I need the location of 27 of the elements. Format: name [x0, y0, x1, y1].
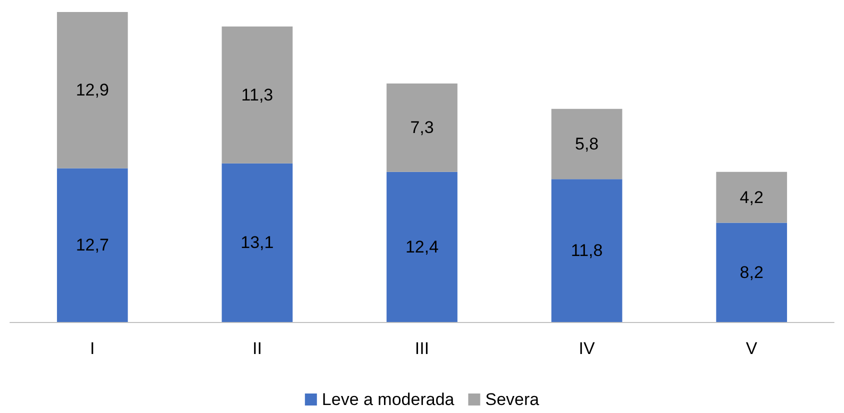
x-tick-label: IV — [578, 339, 596, 358]
bar — [56, 12, 128, 168]
x-tick-label: V — [746, 339, 758, 358]
bar — [386, 172, 458, 322]
data-label: 4,2 — [740, 188, 764, 207]
data-label: 12,7 — [76, 236, 109, 255]
data-label: 12,4 — [405, 237, 439, 256]
legend-label: Severa — [485, 390, 540, 409]
x-tick-label: II — [252, 339, 262, 358]
bar — [56, 168, 128, 322]
data-label: 12,9 — [76, 80, 109, 100]
bar — [386, 83, 458, 172]
bar — [222, 163, 293, 322]
bar — [551, 179, 622, 322]
bar — [716, 172, 788, 223]
bar — [222, 26, 293, 164]
legend-label: Leve a moderada — [322, 390, 455, 409]
bar — [716, 222, 788, 322]
data-label: 7,3 — [410, 118, 434, 138]
data-label: 5,8 — [574, 134, 599, 154]
data-label: 11,3 — [241, 85, 274, 104]
data-label: 8,2 — [740, 262, 764, 282]
data-label: 11,8 — [570, 241, 603, 260]
bar — [551, 108, 622, 180]
x-tick-label: III — [414, 339, 430, 358]
data-label: 13,1 — [240, 233, 274, 252]
x-tick-label: I — [90, 339, 95, 358]
